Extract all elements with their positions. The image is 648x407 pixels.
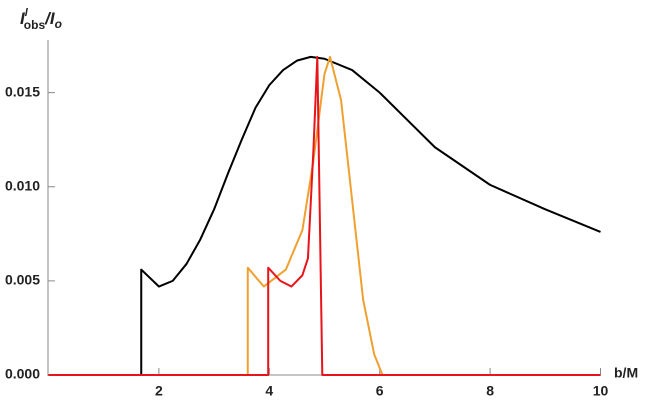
y-tick-label: 0.015 <box>5 83 40 99</box>
x-tick-label: 8 <box>486 383 494 399</box>
series-line <box>48 55 601 376</box>
y-label-rest-sub: o <box>55 17 62 31</box>
y-tick-label: 0.010 <box>5 177 40 193</box>
x-tick-label: 10 <box>593 383 609 399</box>
y-axis-label: Il obs/Io <box>20 7 62 32</box>
x-tick-label: 6 <box>376 383 384 399</box>
x-tick-label: 4 <box>265 383 273 399</box>
y-tick-label: 0.000 <box>5 366 40 382</box>
x-axis-label: b/M <box>614 365 638 381</box>
y-label-rest: /I <box>44 9 56 28</box>
x-tick-label: 2 <box>155 383 163 399</box>
y-tick-label: 0.005 <box>5 272 40 288</box>
y-label-base: I <box>20 9 26 28</box>
y-label-sub: obs <box>24 18 46 32</box>
y-label-sup: l <box>25 7 29 19</box>
series-line <box>48 55 601 376</box>
series-line <box>48 55 601 376</box>
